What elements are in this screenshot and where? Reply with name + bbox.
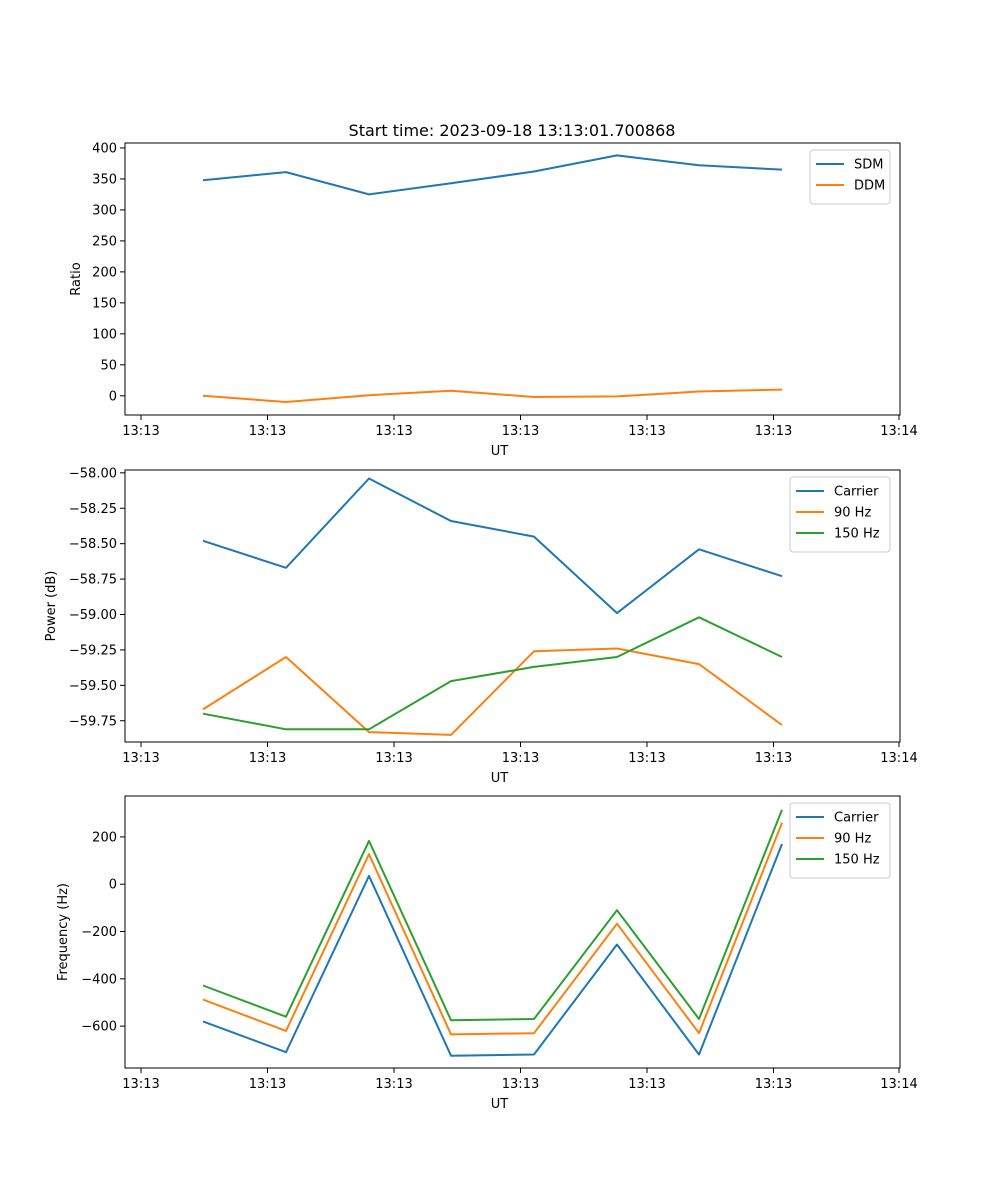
axes-frame	[124, 469, 901, 743]
x-tick-label: 13:13	[122, 751, 159, 766]
legend-label: 90 Hz	[834, 832, 871, 847]
y-tick-label: −58.50	[69, 537, 117, 552]
x-tick-label: 13:13	[375, 424, 412, 439]
x-tick-label: 13:13	[755, 424, 792, 439]
series-line-carrier	[202, 477, 783, 615]
x-axis-label: UT	[491, 771, 509, 786]
x-axis-label: UT	[491, 1097, 509, 1112]
y-tick-label: 350	[92, 172, 117, 187]
x-tick-label: 13:13	[375, 1077, 412, 1092]
x-tick-label: 13:13	[502, 751, 539, 766]
legend: SDM DDM	[809, 149, 891, 205]
y-axis-label: Power (dB)	[44, 571, 59, 642]
y-tick-label: −58.25	[69, 502, 117, 517]
legend: Carrier 90 Hz 150 Hz	[789, 476, 891, 553]
series-line-90-hz	[202, 647, 783, 736]
y-tick-label: 100	[92, 327, 117, 342]
y-tick-label: 0	[109, 878, 117, 893]
x-tick-label: 13:13	[249, 751, 286, 766]
x-tick-label: 13:13	[375, 751, 412, 766]
y-tick-label: 50	[100, 358, 117, 373]
x-tick-label: 13:14	[880, 751, 917, 766]
series-line-ddm	[202, 388, 783, 403]
y-tick-label: −58.75	[69, 573, 117, 588]
x-tick-label: 13:13	[755, 751, 792, 766]
y-axis-label: Ratio	[69, 262, 84, 295]
series-line-150-hz	[202, 809, 783, 1022]
subplot-2: 13:13 13:13 13:13 13:13 13:13 13:13 13:14 −59.7…	[44, 466, 918, 786]
series-line-150-hz	[202, 616, 783, 731]
y-axis-label: Frequency (Hz)	[56, 883, 71, 981]
subplots: 13:13 13:13 13:13 13:13 13:13 13:13 13:14 0 50 10…	[44, 141, 918, 1112]
series-line-sdm	[202, 154, 783, 196]
subplot-1: 13:13 13:13 13:13 13:13 13:13 13:13 13:14 0 50 10…	[69, 141, 918, 459]
legend-label: 90 Hz	[834, 506, 871, 521]
x-tick-label: 13:14	[880, 424, 917, 439]
legend-label: 150 Hz	[834, 853, 880, 868]
x-tick-label: 13:13	[122, 1077, 159, 1092]
y-tick-label: −59.75	[69, 714, 117, 729]
y-tick-label: 150	[92, 296, 117, 311]
y-tick-label: −59.00	[69, 608, 117, 623]
legend-label: Carrier	[834, 485, 879, 500]
axes-frame	[124, 142, 901, 416]
y-tick-label: 250	[92, 234, 117, 249]
x-tick-label: 13:14	[880, 1077, 917, 1092]
figure-title: Start time: 2023-09-18 13:13:01.700868	[349, 121, 676, 140]
y-tick-label: 200	[92, 830, 117, 845]
x-axis-label: UT	[491, 444, 509, 459]
y-tick-label: 400	[92, 141, 117, 156]
series-line-carrier	[202, 843, 783, 1057]
legend-label: SDM	[854, 158, 883, 173]
x-tick-label: 13:13	[628, 751, 665, 766]
legend-label: Carrier	[834, 811, 879, 826]
x-tick-label: 13:13	[755, 1077, 792, 1092]
y-tick-label: −58.00	[69, 466, 117, 481]
y-tick-label: −600	[81, 1020, 117, 1035]
legend: Carrier 90 Hz 150 Hz	[789, 802, 891, 879]
y-tick-label: −400	[81, 972, 117, 987]
x-tick-label: 13:13	[502, 1077, 539, 1092]
y-tick-label: −200	[81, 925, 117, 940]
series-line-90-hz	[202, 822, 783, 1036]
x-tick-label: 13:13	[249, 1077, 286, 1092]
subplot-3: 13:13 13:13 13:13 13:13 13:13 13:13 13:14 −600 −…	[56, 795, 918, 1112]
x-tick-label: 13:13	[628, 1077, 665, 1092]
y-tick-label: 300	[92, 203, 117, 218]
x-tick-label: 13:13	[122, 424, 159, 439]
y-tick-label: 200	[92, 265, 117, 280]
y-tick-label: 0	[109, 389, 117, 404]
y-tick-label: −59.50	[69, 679, 117, 694]
x-tick-label: 13:13	[249, 424, 286, 439]
legend-label: DDM	[854, 179, 885, 194]
x-tick-label: 13:13	[628, 424, 665, 439]
y-tick-label: −59.25	[69, 643, 117, 658]
legend-label: 150 Hz	[834, 527, 880, 542]
x-tick-label: 13:13	[502, 424, 539, 439]
